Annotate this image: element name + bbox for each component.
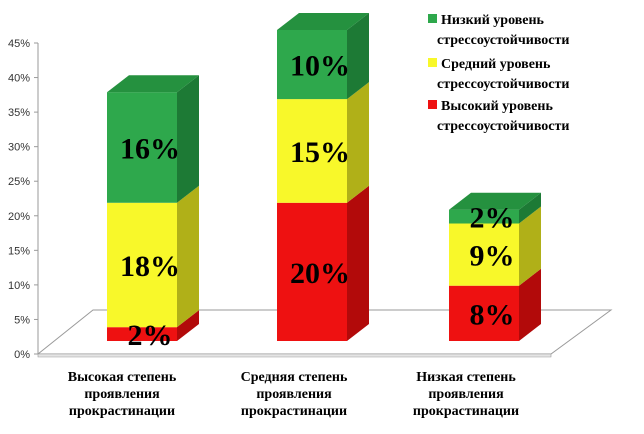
legend: Низкий уровень стрессоустойчивости Средний… <box>428 13 569 134</box>
legend-label: Низкий уровень стрессоустойчивости <box>437 13 569 48</box>
data-label: 15% <box>290 136 350 169</box>
bar-segment <box>449 268 541 341</box>
data-label: 16% <box>120 132 180 165</box>
legend-item: Низкий уровень стрессоустойчивости <box>428 13 569 48</box>
bar-front <box>277 99 347 203</box>
floor-edge <box>37 353 552 358</box>
bar-segment <box>107 75 199 203</box>
bar-top <box>449 192 541 210</box>
data-label: 18% <box>120 250 180 283</box>
legend-label: Средний уровень стрессоустойчивости <box>437 57 569 92</box>
bar-segment <box>277 185 369 341</box>
bar-segment <box>107 185 199 328</box>
data-label: 10% <box>290 50 350 83</box>
legend-swatch <box>428 14 437 23</box>
bar-front <box>107 92 177 203</box>
bar-front <box>449 285 519 341</box>
bar-side <box>177 185 199 328</box>
x-category-label: Высокая степень проявления прокрастинации <box>68 370 177 419</box>
bar-front <box>107 202 177 328</box>
bar-segment <box>277 13 369 100</box>
y-tick-label: 20% <box>8 211 30 223</box>
bar-side <box>519 206 541 286</box>
bar-side <box>347 82 369 203</box>
legend-label: Высокий уровень стрессоустойчивости <box>437 99 569 134</box>
legend-item: Средний уровень стрессоустойчивости <box>428 57 569 92</box>
bar-front <box>449 223 519 286</box>
bar-side <box>519 268 541 341</box>
y-tick-label: 35% <box>8 107 30 119</box>
y-tick-label: 5% <box>14 314 30 326</box>
bar-front <box>277 30 347 100</box>
y-tick-label: 10% <box>8 280 30 292</box>
y-tick-label: 45% <box>8 38 30 50</box>
bar-side <box>177 310 199 341</box>
bar-segment <box>449 206 541 286</box>
y-tick-label: 15% <box>8 245 30 257</box>
bar-top <box>107 75 199 93</box>
bar-side <box>347 13 369 100</box>
data-label: 2% <box>470 202 515 235</box>
legend-swatch <box>428 58 437 67</box>
x-category-label: Средняя степень проявления прокрастинации <box>241 370 348 419</box>
data-label: 9% <box>470 240 515 273</box>
data-label: 2% <box>128 319 173 352</box>
bar-front <box>107 327 177 341</box>
data-label: 8% <box>470 298 515 331</box>
data-label: 20% <box>290 257 350 290</box>
bar-front <box>449 209 519 224</box>
legend-swatch <box>428 100 437 109</box>
bar-front <box>277 202 347 341</box>
x-category-label: Низкая степень проявления прокрастинации <box>413 370 519 419</box>
y-tick-label: 0% <box>14 349 30 361</box>
data-labels: 2% 18% 16% 20% 15% 10% 8% 9% 2% <box>120 50 515 353</box>
y-tick-label: 30% <box>8 142 30 154</box>
y-tick-label: 25% <box>8 176 30 188</box>
bar-side <box>347 185 369 341</box>
y-tick-label: 40% <box>8 73 30 85</box>
legend-item: Высокий уровень стрессоустойчивости <box>428 99 569 134</box>
bar-side <box>177 75 199 203</box>
bar-segment <box>107 310 199 341</box>
x-axis-categories: Высокая степень проявления прокрастинации С… <box>68 370 519 419</box>
bar-segment <box>449 192 541 224</box>
y-axis: 0% 5% 10% 15% 20% 25% 30% 35% 40% 45% <box>8 38 39 361</box>
bar-side <box>519 192 541 224</box>
bar-segment <box>277 82 369 203</box>
bars <box>107 13 541 341</box>
bar-top <box>277 13 369 30</box>
